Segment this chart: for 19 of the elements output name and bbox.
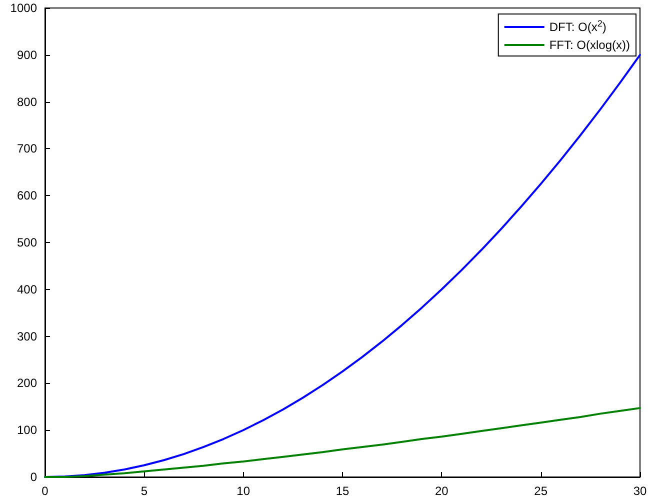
y-tick-label: 0: [30, 470, 38, 484]
y-tick-label: 700: [16, 142, 38, 156]
y-tick-label: 200: [16, 376, 38, 390]
y-tick-label: 1000: [10, 1, 38, 15]
y-tick-label: 400: [16, 282, 38, 296]
x-tick-label: 0: [42, 484, 49, 498]
x-tick-label: 5: [140, 484, 148, 498]
x-tick-label: 30: [633, 484, 647, 498]
y-tick-label: 500: [16, 236, 38, 250]
x-tick-label: 15: [336, 484, 350, 498]
y-tick-label: 800: [16, 94, 38, 109]
y-tick-label: 600: [16, 188, 38, 203]
y-tick-label: 300: [16, 329, 38, 344]
x-tick-label: 20: [434, 484, 449, 498]
y-tick-label: 900: [16, 48, 38, 62]
y-tick-label: 100: [16, 423, 38, 438]
x-tick-label: 10: [236, 484, 250, 498]
x-tick-label: 25: [534, 484, 548, 498]
legend-label: FFT: O(xlog(x)): [549, 38, 630, 52]
